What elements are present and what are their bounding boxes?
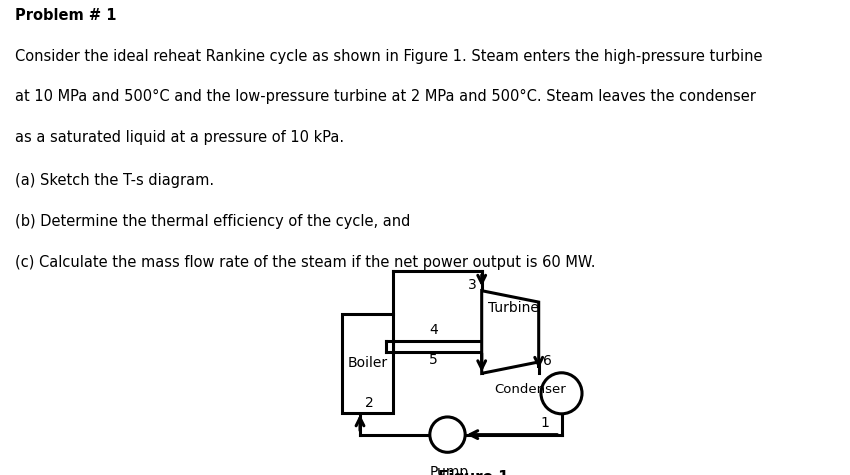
Polygon shape xyxy=(482,291,539,373)
Circle shape xyxy=(430,417,465,452)
Text: 6: 6 xyxy=(543,353,552,368)
Text: at 10 MPa and 500°C and the low-pressure turbine at 2 MPa and 500°C. Steam leave: at 10 MPa and 500°C and the low-pressure… xyxy=(15,89,756,104)
Text: Problem # 1: Problem # 1 xyxy=(15,8,116,23)
Circle shape xyxy=(541,373,582,414)
Text: Pump: Pump xyxy=(429,465,468,475)
Text: 4: 4 xyxy=(429,323,438,337)
Text: 5: 5 xyxy=(429,353,438,367)
Text: Turbine: Turbine xyxy=(488,301,539,315)
Text: Figure 1.: Figure 1. xyxy=(438,470,514,475)
Text: Consider the ideal reheat Rankine cycle as shown in Figure 1. Steam enters the h: Consider the ideal reheat Rankine cycle … xyxy=(15,49,762,64)
Text: (c) Calculate the mass flow rate of the steam if the net power output is 60 MW.: (c) Calculate the mass flow rate of the … xyxy=(15,255,596,269)
Text: 1: 1 xyxy=(540,417,549,430)
Text: 3: 3 xyxy=(468,278,477,292)
Text: Condenser: Condenser xyxy=(495,382,566,396)
Text: 2: 2 xyxy=(366,396,374,410)
Text: Boiler: Boiler xyxy=(348,356,388,370)
Text: (a) Sketch the T-s diagram.: (a) Sketch the T-s diagram. xyxy=(15,173,214,188)
Bar xyxy=(342,314,394,413)
Text: (b) Determine the thermal efficiency of the cycle, and: (b) Determine the thermal efficiency of … xyxy=(15,214,411,229)
Text: as a saturated liquid at a pressure of 10 kPa.: as a saturated liquid at a pressure of 1… xyxy=(15,130,344,145)
